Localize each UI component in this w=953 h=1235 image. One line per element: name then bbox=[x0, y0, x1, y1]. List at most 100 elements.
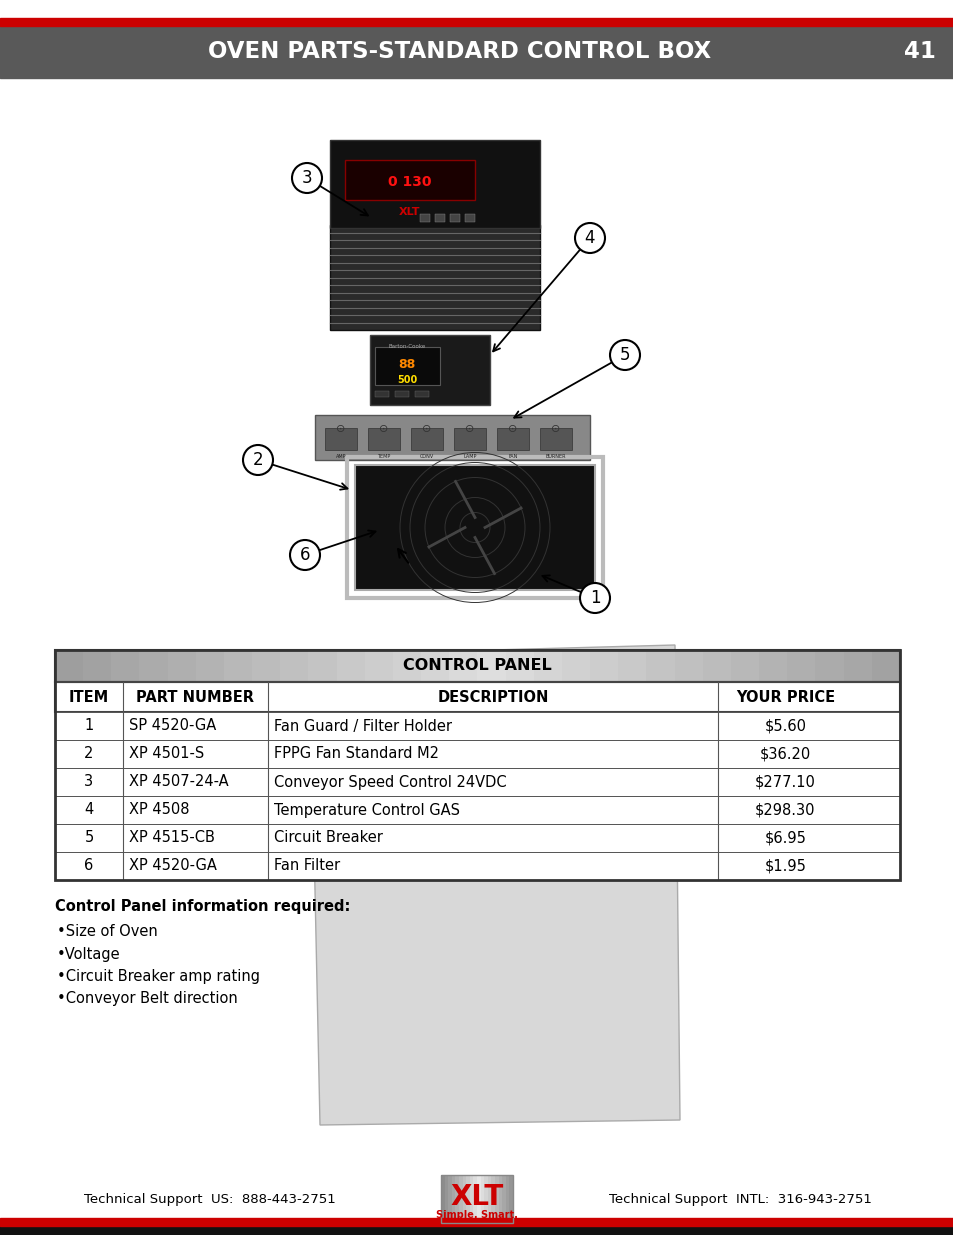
Text: XP 4507-24-A: XP 4507-24-A bbox=[129, 774, 229, 789]
Text: TEMP: TEMP bbox=[377, 453, 390, 458]
Bar bbox=[112, 650, 140, 682]
Text: XP 4515-CB: XP 4515-CB bbox=[129, 830, 214, 846]
Circle shape bbox=[579, 583, 609, 613]
Bar bbox=[487, 1174, 492, 1223]
Bar bbox=[0, 1226, 953, 1235]
Bar bbox=[0, 26, 953, 78]
Bar bbox=[370, 335, 490, 405]
Circle shape bbox=[575, 224, 604, 253]
Text: $6.95: $6.95 bbox=[763, 830, 805, 846]
Bar bbox=[55, 852, 899, 881]
Text: CONTROL PANEL: CONTROL PANEL bbox=[403, 658, 551, 673]
Bar bbox=[83, 650, 112, 682]
Bar bbox=[455, 1174, 459, 1223]
Bar bbox=[871, 650, 900, 682]
Bar bbox=[449, 650, 478, 682]
Bar bbox=[786, 650, 816, 682]
Bar bbox=[419, 214, 430, 222]
Text: 4: 4 bbox=[584, 228, 595, 247]
Bar bbox=[444, 1174, 448, 1223]
Bar bbox=[702, 650, 731, 682]
Bar bbox=[375, 347, 439, 385]
Text: Control Panel information required:: Control Panel information required: bbox=[55, 899, 350, 914]
Text: XP 4508: XP 4508 bbox=[129, 803, 190, 818]
Text: CONV: CONV bbox=[419, 453, 434, 458]
Bar bbox=[330, 225, 539, 330]
Text: 3: 3 bbox=[85, 774, 93, 789]
Bar bbox=[473, 1174, 477, 1223]
Bar bbox=[55, 650, 899, 682]
Polygon shape bbox=[310, 645, 679, 1125]
Bar bbox=[491, 1174, 495, 1223]
Bar bbox=[462, 1174, 466, 1223]
Text: BURNER: BURNER bbox=[545, 453, 566, 458]
Bar bbox=[469, 1174, 474, 1223]
Bar bbox=[480, 1174, 484, 1223]
Bar bbox=[505, 1174, 509, 1223]
Text: •Voltage: •Voltage bbox=[57, 946, 120, 962]
Bar bbox=[505, 650, 535, 682]
Circle shape bbox=[609, 340, 639, 370]
Bar bbox=[646, 650, 675, 682]
Text: •Conveyor Belt direction: •Conveyor Belt direction bbox=[57, 990, 237, 1005]
Bar bbox=[440, 1174, 445, 1223]
Bar bbox=[452, 1174, 456, 1223]
Bar bbox=[395, 391, 409, 396]
Bar bbox=[55, 824, 899, 852]
Bar bbox=[476, 1174, 480, 1223]
Text: ⊙: ⊙ bbox=[379, 424, 388, 433]
Text: OVEN PARTS-STANDARD CONTROL BOX: OVEN PARTS-STANDARD CONTROL BOX bbox=[208, 41, 711, 63]
Bar bbox=[55, 740, 899, 768]
Bar bbox=[590, 650, 618, 682]
Bar bbox=[464, 214, 475, 222]
Text: ITEM: ITEM bbox=[69, 689, 109, 704]
Bar bbox=[440, 1174, 513, 1223]
Bar bbox=[618, 650, 647, 682]
Bar bbox=[509, 1174, 513, 1223]
Bar bbox=[55, 682, 899, 713]
Circle shape bbox=[290, 540, 319, 571]
Bar bbox=[55, 650, 84, 682]
Bar bbox=[280, 650, 309, 682]
Text: DESCRIPTION: DESCRIPTION bbox=[436, 689, 548, 704]
Text: Circuit Breaker: Circuit Breaker bbox=[274, 830, 382, 846]
Bar bbox=[674, 650, 703, 682]
Text: SP 4520-GA: SP 4520-GA bbox=[129, 719, 216, 734]
Text: FPPG Fan Standard M2: FPPG Fan Standard M2 bbox=[274, 746, 438, 762]
Text: AMP: AMP bbox=[335, 453, 346, 458]
Bar bbox=[435, 214, 444, 222]
Text: XLT: XLT bbox=[450, 1183, 503, 1212]
Text: Fan Filter: Fan Filter bbox=[274, 858, 340, 873]
Bar bbox=[501, 1174, 506, 1223]
Bar bbox=[759, 650, 787, 682]
Circle shape bbox=[292, 163, 322, 193]
Bar bbox=[0, 1218, 953, 1226]
Bar bbox=[55, 797, 899, 824]
Text: ⊙: ⊙ bbox=[551, 424, 560, 433]
Bar bbox=[308, 650, 337, 682]
Text: XP 4520-GA: XP 4520-GA bbox=[129, 858, 216, 873]
Text: $5.60: $5.60 bbox=[763, 719, 805, 734]
Text: $1.95: $1.95 bbox=[763, 858, 805, 873]
Text: $277.10: $277.10 bbox=[754, 774, 815, 789]
Text: 4: 4 bbox=[84, 803, 93, 818]
Text: XP 4501-S: XP 4501-S bbox=[129, 746, 204, 762]
Text: PART NUMBER: PART NUMBER bbox=[136, 689, 254, 704]
Bar bbox=[330, 140, 539, 228]
Bar bbox=[55, 768, 899, 797]
Bar bbox=[477, 650, 506, 682]
Text: 41: 41 bbox=[903, 41, 935, 63]
Text: 2: 2 bbox=[84, 746, 93, 762]
Bar bbox=[420, 650, 450, 682]
Bar bbox=[484, 1174, 488, 1223]
Bar bbox=[368, 429, 399, 450]
Bar bbox=[336, 650, 365, 682]
Text: Technical Support  INTL:  316-943-2751: Technical Support INTL: 316-943-2751 bbox=[608, 1193, 870, 1207]
Bar bbox=[325, 429, 356, 450]
Bar bbox=[539, 429, 572, 450]
Text: Barton-Cooke: Barton-Cooke bbox=[388, 345, 425, 350]
Bar bbox=[347, 457, 602, 598]
Bar bbox=[448, 1174, 452, 1223]
Text: FAN: FAN bbox=[508, 453, 517, 458]
Text: 1: 1 bbox=[589, 589, 599, 606]
